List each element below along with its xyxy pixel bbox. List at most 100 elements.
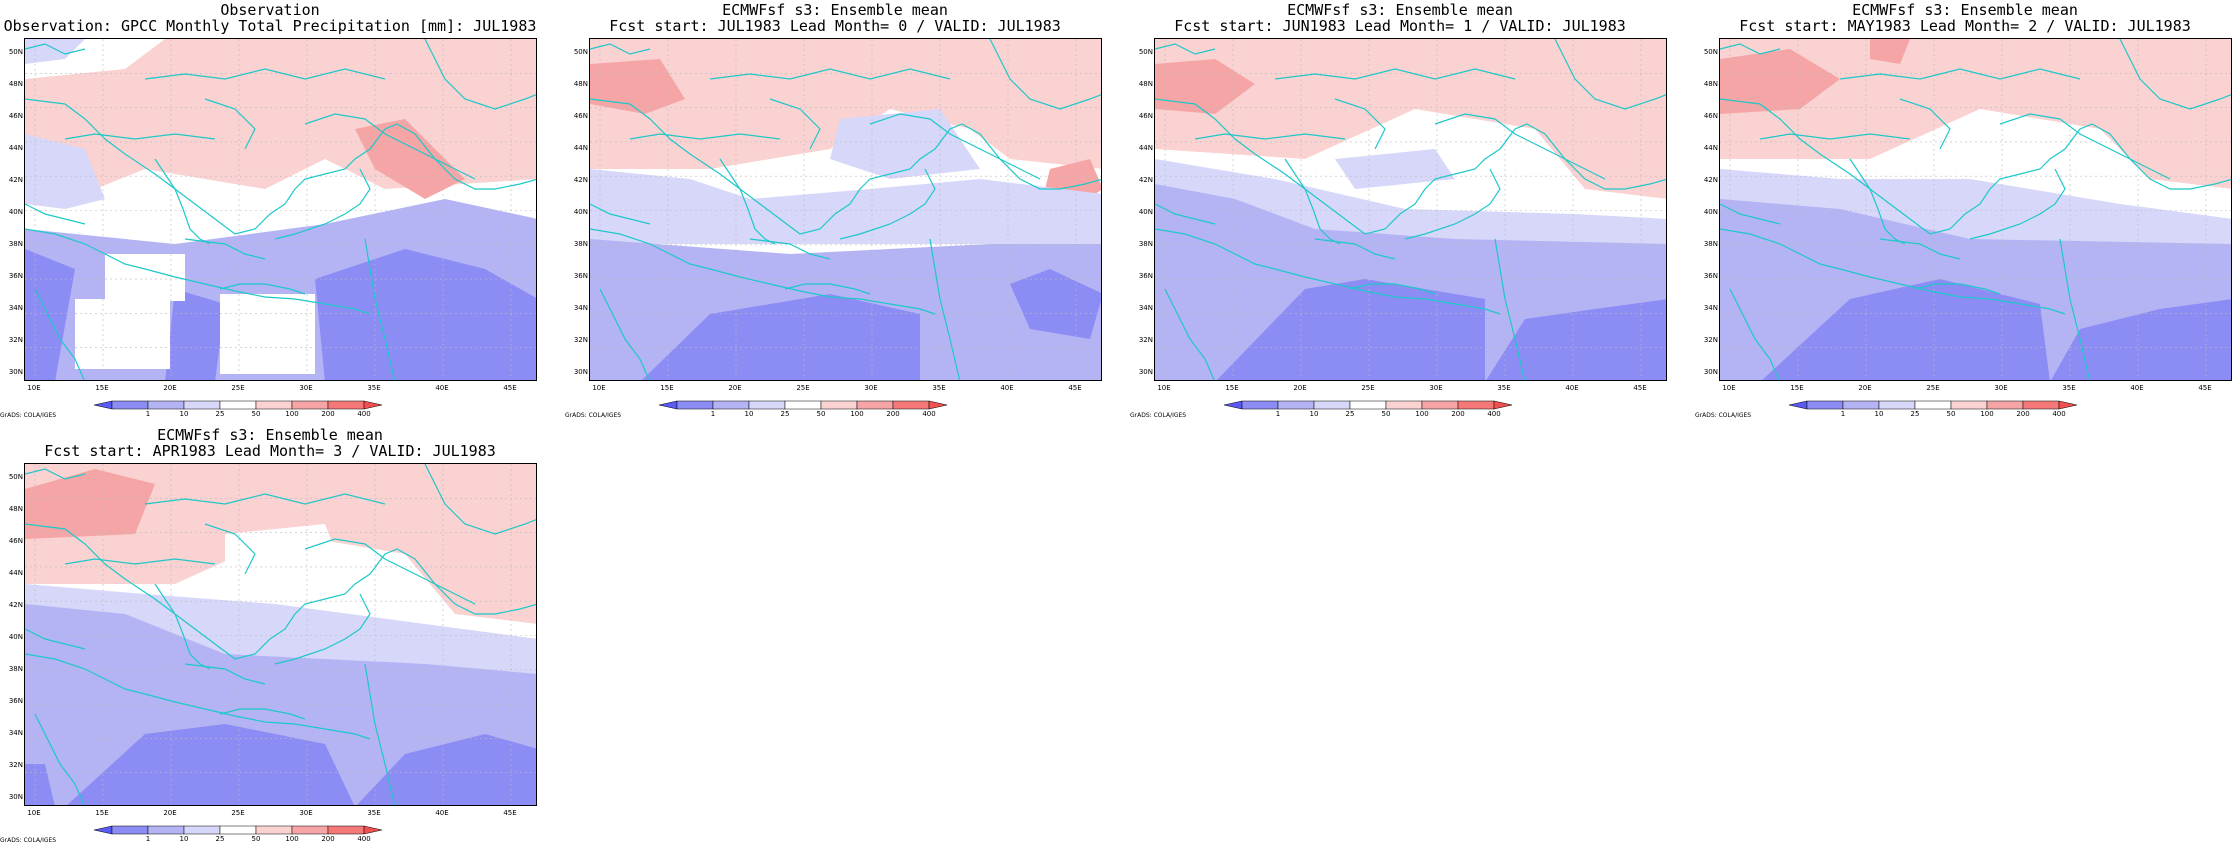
coastline — [1999, 113, 2171, 180]
lat-label: 44N — [1703, 144, 1718, 152]
lon-label: 15E — [95, 384, 109, 392]
lat-label: 36N — [1703, 272, 1718, 280]
panel-title: ECMWFsf s3: Ensemble mean — [722, 1, 948, 19]
colorbar-swatch — [94, 400, 113, 410]
colorbar-label: 25 — [215, 835, 225, 843]
colorbar-swatch — [1842, 400, 1880, 410]
shade-region — [25, 469, 155, 539]
colorbar-swatch — [1789, 400, 1808, 410]
panel-subtitle: Observation: GPCC Monthly Total Precipit… — [3, 17, 537, 35]
coastline — [1720, 98, 2231, 235]
lat-label: 46N — [8, 537, 23, 545]
coastline — [64, 558, 216, 565]
coastline — [1839, 68, 2081, 80]
colorbar-swatch — [1277, 400, 1315, 410]
lat-label: 38N — [1138, 240, 1153, 248]
colorbar-swatch — [183, 400, 221, 410]
coastline — [304, 538, 476, 605]
lat-label: 50N — [573, 48, 588, 56]
colorbar-label: 200 — [2016, 410, 2030, 418]
colorbar-swatch — [147, 400, 185, 410]
coastline — [424, 464, 536, 535]
coastline — [1155, 43, 1216, 55]
colorbar-label: 10 — [179, 835, 189, 843]
coastline — [784, 283, 871, 295]
lon-label: 45E — [1633, 384, 1647, 392]
shade-region — [2000, 124, 2070, 189]
coastline — [1969, 168, 2066, 240]
lon-label: 35E — [367, 809, 381, 817]
lon-label: 15E — [95, 809, 109, 817]
shade-region — [67, 724, 355, 805]
shade-region — [25, 249, 75, 380]
colorbar — [1224, 400, 1513, 410]
coastline — [25, 468, 86, 480]
lon-label: 40E — [1000, 384, 1014, 392]
colorbar-label: 400 — [1487, 410, 1501, 418]
lat-label: 34N — [1138, 304, 1153, 312]
coastline — [1194, 133, 1346, 140]
colorbar-swatch — [291, 400, 329, 410]
coastline — [1164, 288, 1215, 380]
lon-label: 45E — [503, 384, 517, 392]
colorbar-label: 10 — [744, 410, 754, 418]
coastline — [769, 98, 821, 150]
lon-label: 40E — [2130, 384, 2144, 392]
lon-label: 45E — [1068, 384, 1082, 392]
precip-shading — [590, 39, 1101, 380]
lon-label: 25E — [231, 809, 245, 817]
coastline — [709, 68, 951, 80]
colorbar-label: 100 — [285, 410, 299, 418]
lon-label: 10E — [1157, 384, 1171, 392]
grads-credit: GrADS: COLA/IGES — [0, 837, 57, 844]
shade-region — [642, 294, 920, 380]
coastline — [1849, 158, 1906, 245]
colorbar-label: 50 — [251, 410, 261, 418]
colorbar-swatch — [219, 400, 257, 410]
lon-label: 25E — [231, 384, 245, 392]
lat-label: 34N — [8, 729, 23, 737]
colorbar-swatch — [856, 400, 894, 410]
colorbar-label: 25 — [1345, 410, 1355, 418]
lon-label: 10E — [27, 809, 41, 817]
colorbar-swatch — [712, 400, 750, 410]
shade-region — [1486, 299, 1666, 380]
map-panel-3: ECMWFsf s3: Ensemble mean Fcst start: MA… — [1695, 0, 2235, 420]
lat-label: 48N — [573, 80, 588, 88]
colorbar-swatch — [291, 825, 329, 835]
panel-title: ECMWFsf s3: Ensemble mean — [1852, 1, 2078, 19]
lon-label: 35E — [2062, 384, 2076, 392]
colorbar-swatch — [183, 825, 221, 835]
lat-label: 40N — [8, 633, 23, 641]
lat-label: 44N — [8, 144, 23, 152]
lat-label: 46N — [8, 112, 23, 120]
lon-label: 30E — [1994, 384, 2008, 392]
colorbar-label: 1 — [145, 410, 151, 418]
precip-shading — [1155, 39, 1666, 380]
map-area — [1154, 38, 1667, 381]
colorbar-swatch — [784, 400, 822, 410]
panel-subtitle: Fcst start: JUN1983 Lead Month= 1 / VALI… — [1174, 17, 1626, 35]
shade-region — [356, 734, 536, 805]
colorbar-label: 25 — [780, 410, 790, 418]
coastline — [1879, 238, 1961, 260]
lat-label: 32N — [8, 336, 23, 344]
lat-label: 50N — [1138, 48, 1153, 56]
map-area — [1719, 38, 2232, 381]
grads-credit: GrADS: COLA/IGES — [1130, 412, 1187, 419]
coastline — [590, 98, 1101, 235]
panel-title: Observation — [220, 1, 320, 19]
panel-subtitle: Fcst start: APR1983 Lead Month= 3 / VALI… — [44, 442, 496, 460]
lat-label: 40N — [8, 208, 23, 216]
coastline — [64, 133, 216, 140]
coastline — [1434, 113, 1606, 180]
shade-region — [1216, 279, 1485, 380]
coastline — [1155, 203, 1216, 225]
shade-region — [590, 59, 685, 114]
map-panel-1: ECMWFsf s3: Ensemble mean Fcst start: JU… — [565, 0, 1105, 420]
shade-region — [25, 764, 55, 805]
lat-label: 38N — [8, 665, 23, 673]
colorbar-swatch — [1385, 400, 1423, 410]
coastline — [749, 238, 831, 260]
colorbar-swatch — [327, 825, 365, 835]
